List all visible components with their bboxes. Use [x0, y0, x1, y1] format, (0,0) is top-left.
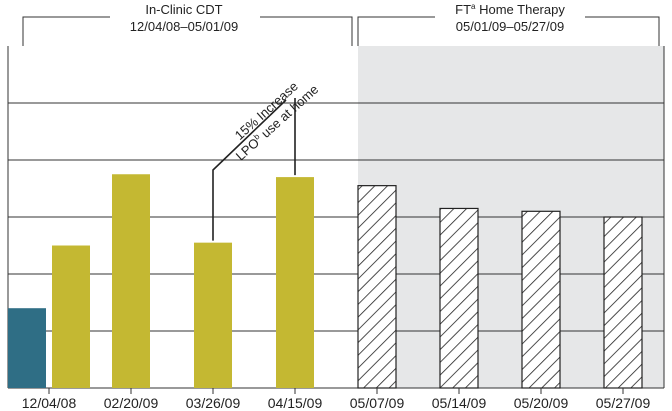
- bracket-in-clinic-label-bg: [110, 2, 260, 36]
- bar-olive-02-20-09: [112, 174, 150, 388]
- bar-olive-03-26-09: [194, 242, 232, 388]
- bracket-home-therapy-label-bg: [435, 2, 585, 36]
- bar-hatched-05-07-09: [357, 185, 397, 389]
- bar-hatched-05-20-09: [521, 210, 561, 389]
- x-tick-label: 03/26/09: [186, 395, 241, 411]
- x-tick-label: 05/27/09: [596, 395, 651, 411]
- bar-hatched-05-27-09: [603, 216, 643, 389]
- bar-olive-04-15-09: [276, 177, 314, 388]
- bar-olive-12-04-08: [52, 245, 90, 388]
- x-ticks: 12/04/08 02/20/09 03/26/09 04/15/09 05/07/09…: [22, 388, 651, 411]
- x-tick-label: 05/14/09: [432, 395, 487, 411]
- period-home-therapy-dates: 05/01/09–05/27/09: [456, 19, 564, 34]
- x-tick-label: 04/15/09: [268, 395, 323, 411]
- x-tick-label: 05/07/09: [350, 395, 405, 411]
- annotation-bracket: [212, 98, 296, 241]
- bar-teal-12-04-08: [8, 308, 46, 388]
- x-tick-label: 02/20/09: [104, 395, 159, 411]
- period-in-clinic-name: In-Clinic CDT: [145, 2, 222, 17]
- annotation-label: 15% Increase LPOb use at home: [232, 79, 322, 164]
- bar-hatched-05-14-09: [439, 207, 479, 389]
- bars: [8, 174, 643, 389]
- period-home-therapy-name: FTa Home Therapy: [455, 2, 565, 17]
- period-in-clinic-dates: 12/04/08–05/01/09: [130, 19, 238, 34]
- x-tick-label: 05/20/09: [514, 395, 569, 411]
- x-tick-label: 12/04/08: [22, 395, 77, 411]
